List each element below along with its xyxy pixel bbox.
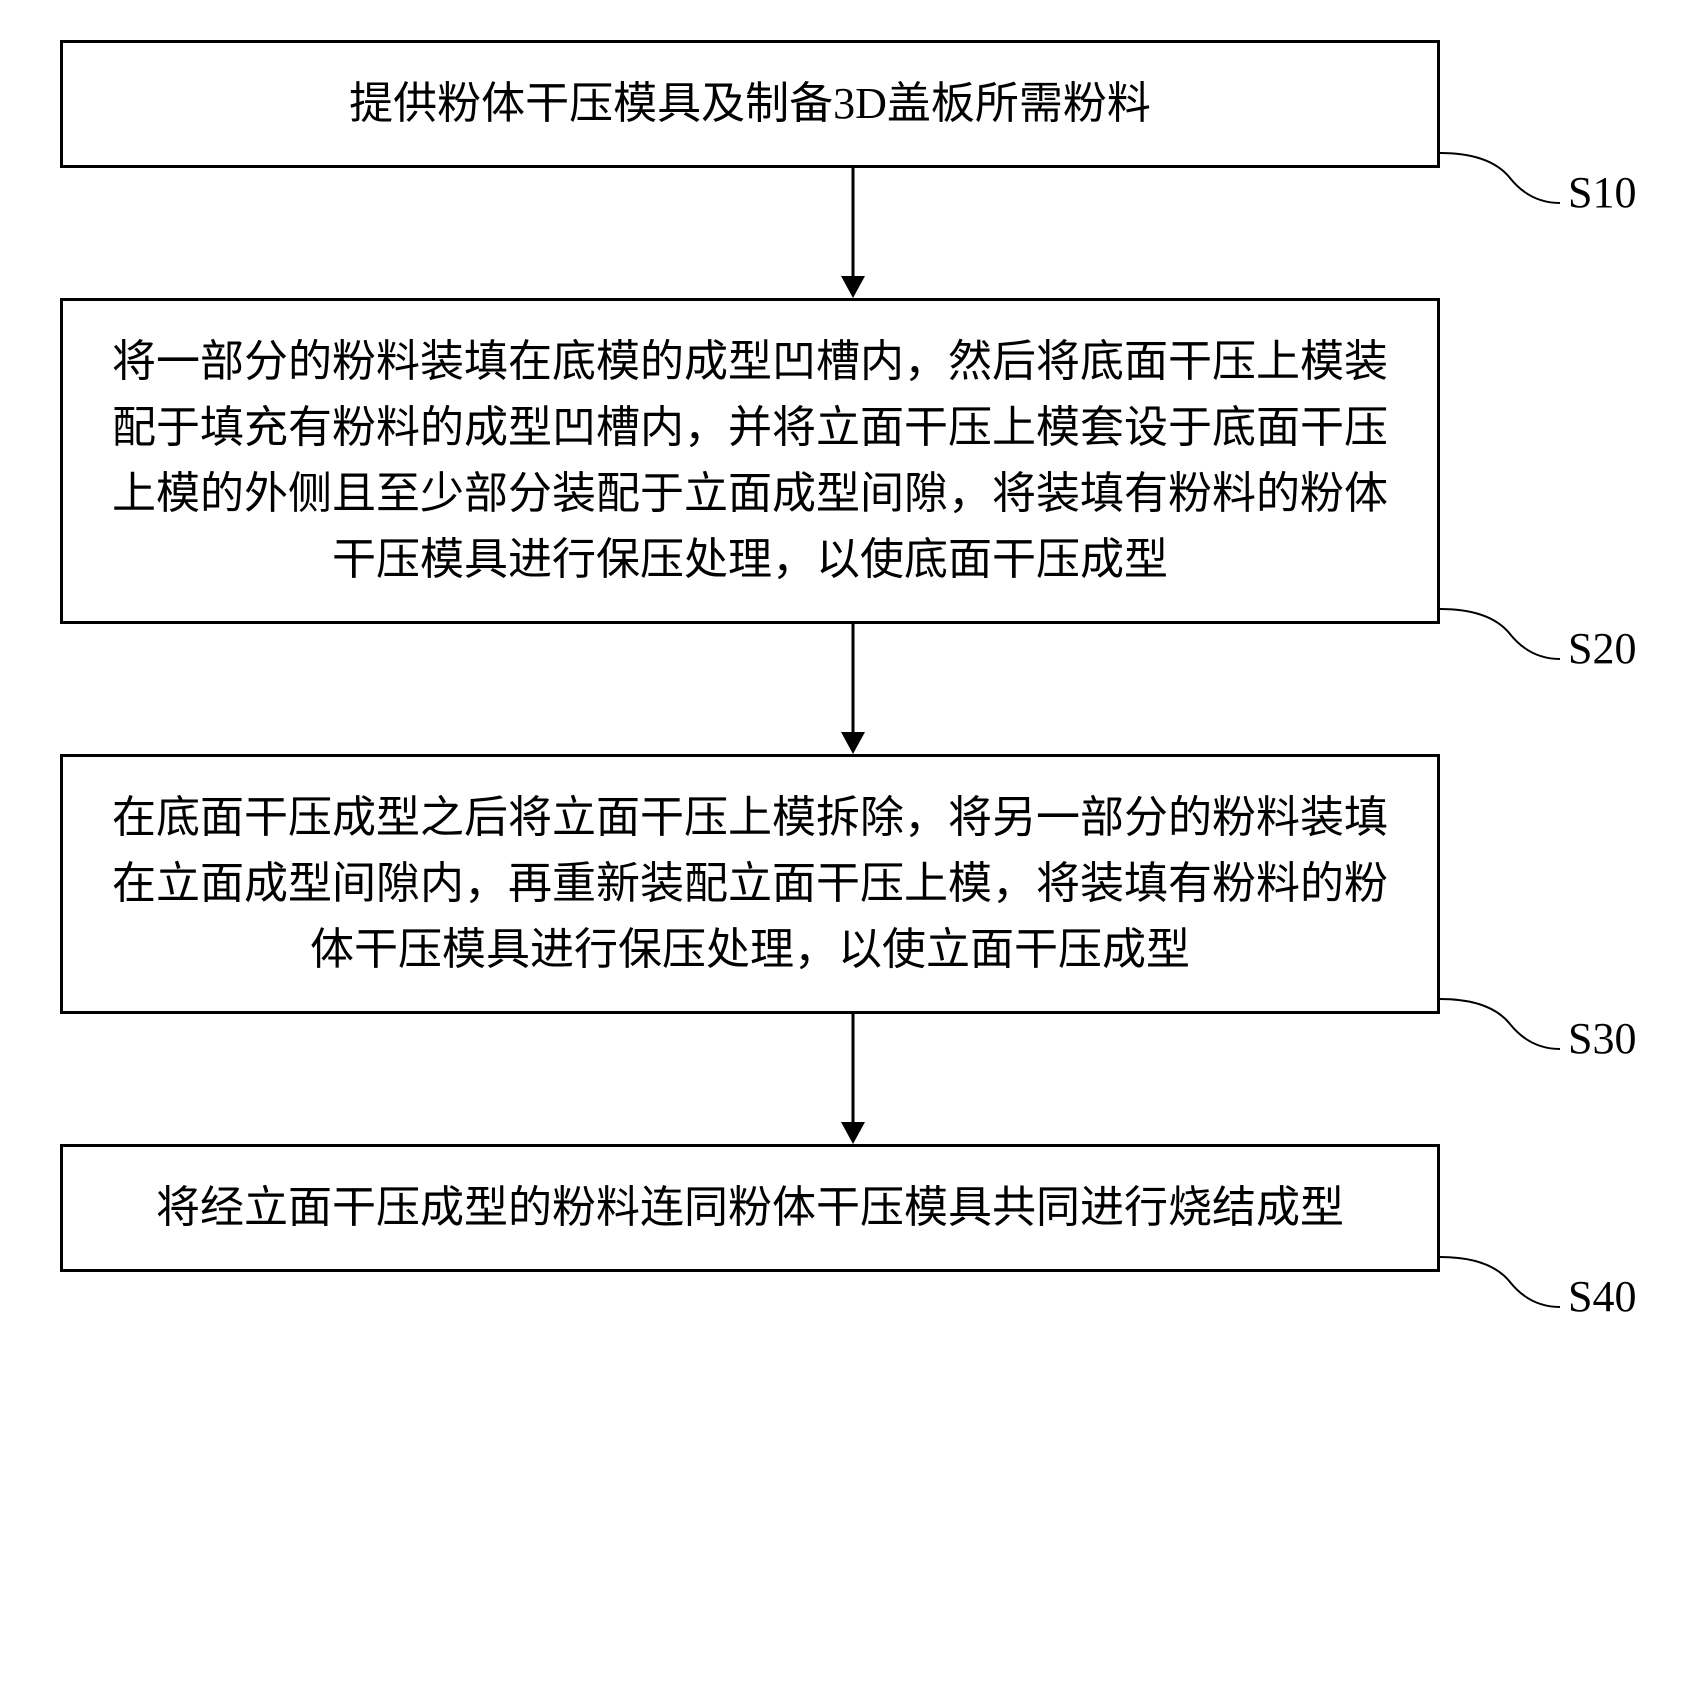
- step-container-4: 将经立面干压成型的粉料连同粉体干压模具共同进行烧结成型 S40: [60, 1144, 1645, 1272]
- step-box-4: 将经立面干压成型的粉料连同粉体干压模具共同进行烧结成型: [60, 1144, 1440, 1272]
- step-label-3: S30: [1568, 1013, 1636, 1064]
- arrow-container-1: [163, 168, 1543, 298]
- arrow-container-3: [163, 1014, 1543, 1144]
- label-wrapper-2: S20: [1440, 604, 1636, 664]
- label-wrapper-4: S40: [1440, 1252, 1636, 1312]
- arrow-container-2: [163, 624, 1543, 754]
- step-label-1: S10: [1568, 167, 1636, 218]
- curve-connector-3: [1440, 994, 1560, 1054]
- flowchart-container: 提供粉体干压模具及制备3D盖板所需粉料 S10 将一部分的粉料装填在底模的成型凹…: [60, 40, 1645, 1272]
- arrow-down-2: [833, 624, 873, 754]
- label-wrapper-3: S30: [1440, 994, 1636, 1054]
- step-label-4: S40: [1568, 1271, 1636, 1322]
- curve-connector-2: [1440, 604, 1560, 664]
- step-container-3: 在底面干压成型之后将立面干压上模拆除，将另一部分的粉料装填在立面成型间隙内，再重…: [60, 754, 1645, 1014]
- curve-connector-1: [1440, 148, 1560, 208]
- arrow-down-3: [833, 1014, 873, 1144]
- arrow-down-1: [833, 168, 873, 298]
- curve-connector-4: [1440, 1252, 1560, 1312]
- label-wrapper-1: S10: [1440, 148, 1636, 208]
- step-box-2: 将一部分的粉料装填在底模的成型凹槽内，然后将底面干压上模装配于填充有粉料的成型凹…: [60, 298, 1440, 624]
- step-container-2: 将一部分的粉料装填在底模的成型凹槽内，然后将底面干压上模装配于填充有粉料的成型凹…: [60, 298, 1645, 624]
- step-box-3: 在底面干压成型之后将立面干压上模拆除，将另一部分的粉料装填在立面成型间隙内，再重…: [60, 754, 1440, 1014]
- step-box-1: 提供粉体干压模具及制备3D盖板所需粉料: [60, 40, 1440, 168]
- step-container-1: 提供粉体干压模具及制备3D盖板所需粉料 S10: [60, 40, 1645, 168]
- step-label-2: S20: [1568, 623, 1636, 674]
